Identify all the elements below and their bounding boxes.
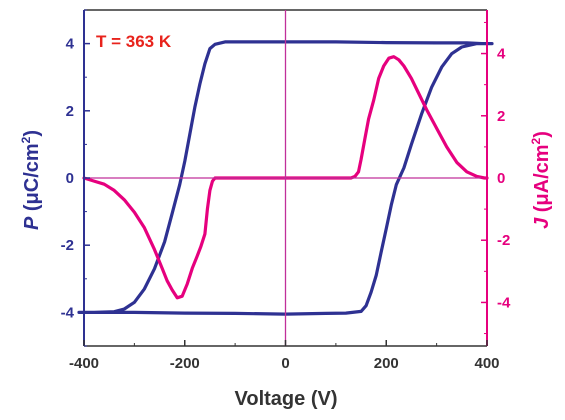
x-tick-label: -200 bbox=[170, 355, 200, 372]
right-axis-title-group: J (μA/cm2) bbox=[529, 131, 553, 229]
left-axis-unit: (μC/cm bbox=[21, 143, 43, 216]
right-y-tick-label: 0 bbox=[497, 170, 505, 187]
right-axis-unit-close: ) bbox=[531, 131, 553, 138]
right-axis-unit-sup: 2 bbox=[529, 137, 543, 144]
right-y-tick-label: 4 bbox=[497, 46, 506, 63]
x-tick-label: 200 bbox=[374, 355, 399, 372]
right-y-tick-label: -2 bbox=[497, 232, 510, 249]
left-y-tick-label: -4 bbox=[61, 304, 75, 321]
left-axis-title-group: P (μC/cm2) bbox=[19, 130, 43, 230]
left-y-tick-label: 0 bbox=[66, 170, 74, 187]
axes-layer bbox=[83, 9, 488, 347]
x-tick-label: 0 bbox=[281, 355, 289, 372]
left-axis-unit-sup: 2 bbox=[19, 136, 33, 143]
x-tick-label: 400 bbox=[474, 355, 499, 372]
left-axis-symbol: P bbox=[21, 216, 43, 230]
left-axis-unit-close: ) bbox=[21, 130, 43, 137]
polarization-hysteresis-loop bbox=[77, 40, 494, 316]
left-y-tick-label: 2 bbox=[66, 103, 74, 120]
left-y-tick-label: 4 bbox=[66, 36, 75, 53]
right-axis-unit: (μA/cm bbox=[531, 144, 553, 217]
right-y-tick-label: -4 bbox=[497, 294, 511, 311]
ticks-layer: -400 -200 0 200 400 -4 -2 0 2 4 -4 -2 0 2 4 bbox=[61, 9, 511, 372]
right-axis-title: J (μA/cm2) bbox=[529, 131, 553, 229]
right-y-tick-label: 2 bbox=[497, 108, 505, 125]
x-tick-label: -400 bbox=[69, 355, 99, 372]
left-y-tick-label: -2 bbox=[61, 237, 74, 254]
x-axis-title: Voltage (V) bbox=[235, 388, 338, 410]
left-axis-title: P (μC/cm2) bbox=[19, 130, 43, 230]
right-axis-symbol: J bbox=[531, 217, 553, 229]
temperature-annotation: T = 363 K bbox=[96, 32, 172, 51]
